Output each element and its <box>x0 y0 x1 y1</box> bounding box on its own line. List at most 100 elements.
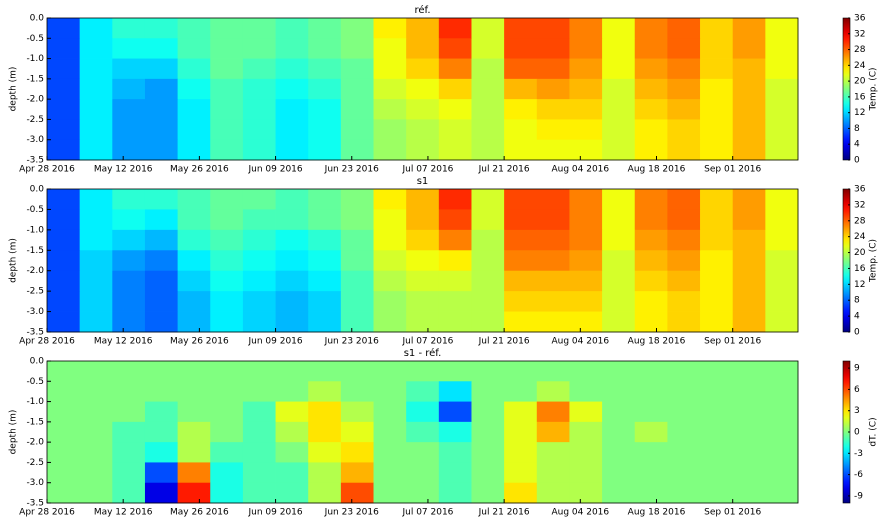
heatmap-cell <box>602 361 636 382</box>
heatmap-cell <box>406 38 440 59</box>
heatmap-cell <box>732 139 766 161</box>
heatmap-cell <box>275 38 309 59</box>
heatmap-cell <box>569 421 603 443</box>
heatmap-cell <box>471 38 505 59</box>
heatmap-cell <box>438 401 472 423</box>
heatmap-cell <box>112 250 146 272</box>
heatmap-cell <box>732 421 766 443</box>
heatmap-cell <box>144 38 179 59</box>
heatmap-cell <box>144 291 179 312</box>
heatmap-cell <box>373 58 407 80</box>
x-tick-label: May 12 2016 <box>94 165 153 175</box>
heatmap-cell <box>340 442 374 463</box>
heatmap-cell <box>569 442 603 463</box>
heatmap-cell <box>47 139 81 161</box>
heatmap-cell <box>471 58 505 80</box>
heatmap-cell <box>504 311 538 333</box>
heatmap-cell <box>373 209 407 231</box>
colorbar-tick-label: 0 <box>854 428 860 438</box>
heatmap-cell <box>373 119 407 141</box>
heatmap-cell <box>144 442 179 463</box>
heatmap-cell <box>700 99 734 120</box>
heatmap-cell <box>340 209 374 231</box>
heatmap-cell <box>569 229 603 251</box>
y-tick-label: -3.5 <box>26 499 44 509</box>
x-tick-label: Sep 01 2016 <box>704 337 761 347</box>
panel-title: s1 <box>417 176 429 187</box>
heatmap-cell <box>340 189 374 210</box>
heatmap-cell <box>112 381 146 402</box>
heatmap-cell <box>602 78 636 100</box>
heatmap-cell <box>47 462 81 484</box>
heatmap-cell <box>112 442 146 463</box>
heatmap-cell <box>112 421 146 443</box>
heatmap-cell <box>242 78 276 100</box>
heatmap-cell <box>504 229 538 251</box>
y-tick-label: -1.0 <box>26 397 44 407</box>
heatmap-cell <box>47 58 81 80</box>
heatmap-cell <box>634 291 668 312</box>
panel-title: réf. <box>414 4 430 16</box>
heatmap-cell <box>373 462 407 484</box>
heatmap-cell <box>340 401 374 423</box>
heatmap-cell <box>406 119 440 141</box>
heatmap-cell <box>373 421 407 443</box>
heatmap-cell <box>700 361 734 382</box>
heatmap-cell <box>569 119 603 141</box>
heatmap-cell <box>765 119 799 141</box>
heatmap-cell <box>504 18 538 39</box>
heatmap-cell <box>536 361 570 382</box>
heatmap-cell <box>667 38 701 59</box>
x-tick-label: May 26 2016 <box>170 337 229 347</box>
heatmap-cell <box>373 250 407 272</box>
heatmap-cell <box>471 311 505 333</box>
heatmap-cell <box>112 462 146 484</box>
heatmap-cell <box>667 421 701 443</box>
heatmap-cell <box>242 119 276 141</box>
heatmap-cell <box>112 311 146 333</box>
heatmap-cell <box>536 421 570 443</box>
heatmap-cell <box>340 462 374 484</box>
heatmap-cell <box>112 18 146 39</box>
colorbar-tick-label: 6 <box>854 385 860 395</box>
colorbar-tick-label: 12 <box>854 280 865 290</box>
heatmap-cell <box>667 250 701 272</box>
heatmap-cell <box>340 139 374 161</box>
heatmap-cell <box>536 291 570 312</box>
heatmap-cell <box>177 119 211 141</box>
heatmap-cell <box>634 18 668 39</box>
x-tick-label: Aug 18 2016 <box>628 337 686 347</box>
heatmap-cell <box>340 311 374 333</box>
heatmap-cell <box>144 189 179 210</box>
heatmap-cell <box>700 291 734 312</box>
heatmap-cell <box>667 311 701 333</box>
heatmap-cell <box>79 78 113 100</box>
x-tick-label: Jul 21 2016 <box>478 508 530 517</box>
heatmap-cell <box>765 401 799 423</box>
heatmap-cell <box>634 482 668 504</box>
colorbar-tick-label: 28 <box>854 45 866 55</box>
heatmap-cell <box>308 442 342 463</box>
heatmap-cell <box>536 58 570 80</box>
heatmap-cell <box>438 462 472 484</box>
heatmap-cell <box>504 442 538 463</box>
x-tick-label: Apr 28 2016 <box>19 508 75 517</box>
heatmap-cell <box>765 311 799 333</box>
heatmap-cell <box>308 99 342 120</box>
heatmap-cell <box>536 209 570 231</box>
heatmap-cell <box>373 442 407 463</box>
heatmap-cell <box>112 139 146 161</box>
x-tick-label: Sep 01 2016 <box>704 508 761 517</box>
heatmap-cell <box>471 462 505 484</box>
heatmap-cell <box>471 139 505 161</box>
heatmap-cell <box>732 189 766 210</box>
colorbar-label: dT. (C) <box>869 417 879 446</box>
heatmap-cell <box>340 99 374 120</box>
heatmap-cell <box>112 99 146 120</box>
heatmap-cell <box>210 139 244 161</box>
colorbar-tick-label: 36 <box>854 14 866 24</box>
heatmap-cell <box>536 38 570 59</box>
heatmap-cell <box>242 291 276 312</box>
heatmap-cell <box>144 119 179 141</box>
